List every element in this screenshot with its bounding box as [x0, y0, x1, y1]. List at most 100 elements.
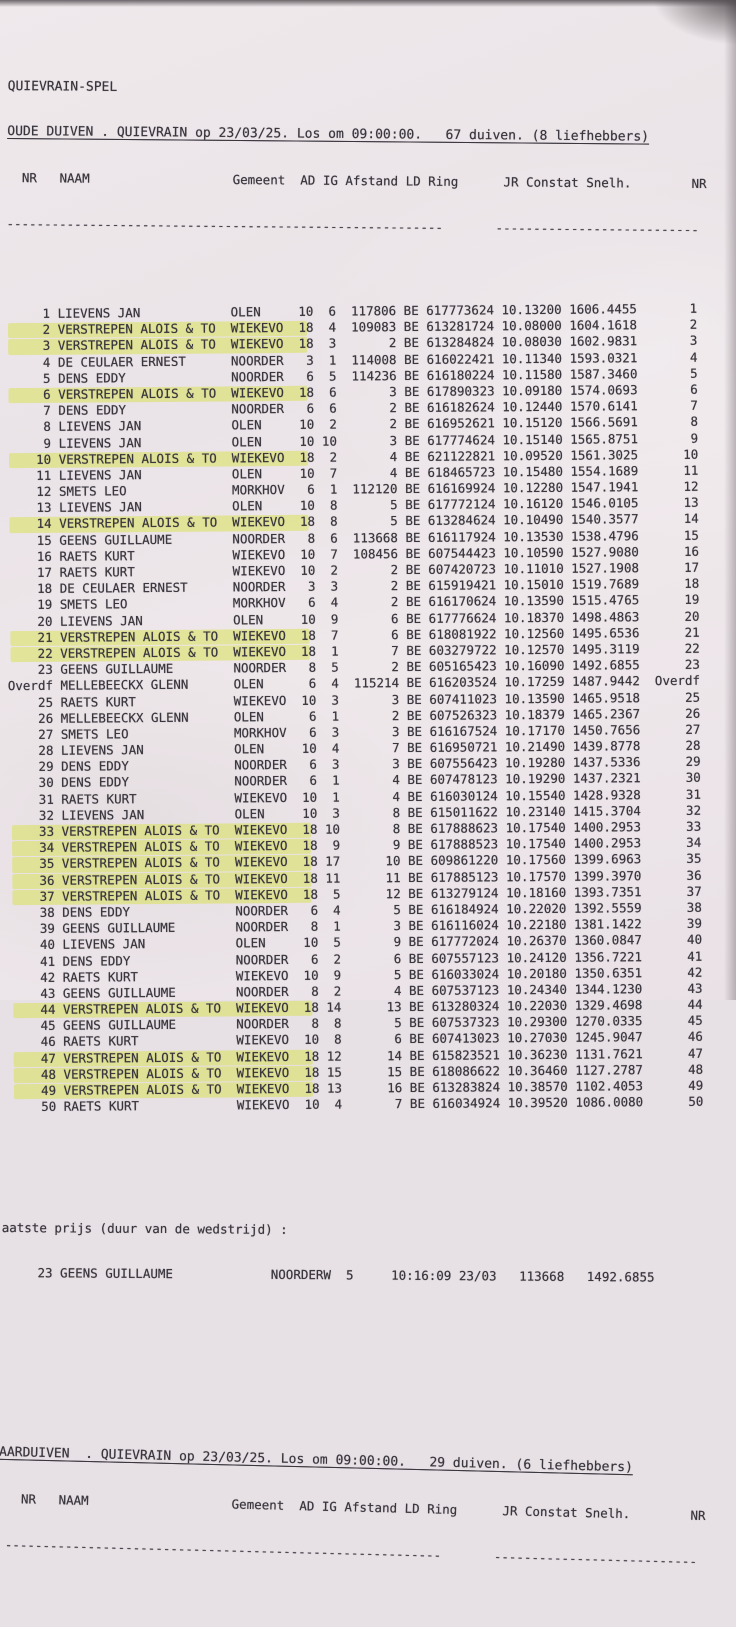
cell-fancier-name: RAETS KURT — [59, 564, 135, 580]
col-nr-right: NR — [691, 175, 707, 192]
cell-fancier-name: GEENS GUILLAUME — [62, 984, 176, 1001]
cell-clocking-time: 10.24120 — [506, 949, 567, 965]
cell-ig: 6 — [328, 384, 337, 400]
cell-speed: 1393.7351 — [573, 883, 642, 900]
cell-ad: 18 — [298, 319, 314, 336]
cell-speed: 1127.2787 — [575, 1061, 643, 1078]
cell-ad: 18 — [298, 384, 315, 400]
cell-distance-ld: 9 — [392, 837, 401, 853]
cell-ad: 6 — [308, 595, 316, 611]
cell-fancier-name: VERSTREPEN ALOIS & TO — [63, 1065, 222, 1082]
cell-ring-number: BE 617772024 — [408, 933, 499, 950]
cell-distance-ld: 3 — [393, 918, 402, 934]
cell-position-right: 1 — [689, 300, 698, 316]
cell-ad: 6 — [309, 724, 317, 740]
cell-municipality: WIEKEVO — [230, 336, 284, 352]
cell-position-right: 35 — [686, 851, 702, 867]
cell-clocking-time: 10.16090 — [504, 657, 565, 674]
cell-fancier-name: VERSTREPEN ALOIS & TO — [57, 336, 216, 354]
cell-ig: 1 — [333, 918, 341, 934]
cell-position-right: Overdf — [654, 673, 701, 689]
cell-clocking-time: 10.22030 — [506, 997, 568, 1014]
cell-clocking-time: 10.36460 — [507, 1062, 568, 1079]
cell-fancier-name: MELLEBEECKX GLENN — [60, 677, 189, 694]
cell-ig: 4 — [330, 594, 339, 610]
cell-clocking-time: 10.13530 — [503, 528, 564, 544]
cell-position-right: 42 — [687, 964, 703, 980]
column-header-row: NR NAAM Gemeent AD IG Afstand LD Ring JR… — [7, 170, 735, 192]
cell-position-right: 10 — [683, 446, 699, 462]
cell-municipality: NOORDER — [232, 530, 286, 547]
cell-ig: 2 — [333, 951, 342, 967]
cell-position: 46 — [40, 1034, 56, 1050]
cell-ring-number: BE 615011622 — [407, 804, 498, 820]
cell-clocking-time: 10.36230 — [507, 1046, 568, 1062]
race-header-yearlings: AARDUIVEN . QUIEVRAIN op 23/03/25. Los o… — [0, 1445, 634, 1476]
cell-distance-ld: 9 — [393, 934, 402, 950]
cell-municipality: WIEKEVO — [233, 692, 287, 708]
cell-municipality: WIEKEVO — [235, 967, 289, 984]
cell-position-right: 26 — [685, 705, 701, 721]
cell-position: 5 — [42, 370, 51, 386]
col-afstand: Afstand — [345, 172, 399, 189]
cell-distance-ld: 2 — [390, 594, 399, 610]
cell-position: 2 — [42, 322, 51, 338]
cell-ig: 14 — [326, 999, 342, 1015]
cell-ad: 18 — [300, 643, 317, 659]
cell-municipality: NOORDERW — [270, 1267, 332, 1283]
cell-speed: 1492.6855 — [571, 657, 640, 673]
cell-distance-ld: 2 — [389, 400, 397, 416]
cell-ig: 2 — [329, 416, 337, 432]
cell-ig: 17 — [325, 853, 341, 870]
cell-position-right: 44 — [687, 996, 703, 1012]
col-naam: NAAM — [59, 170, 90, 186]
cell-fancier-name: VERSTREPEN ALOIS & TO — [57, 320, 216, 337]
cell-position-right: 12 — [683, 478, 699, 494]
cell-distance-ld: 2 — [389, 416, 398, 432]
cell-position: 21 — [37, 629, 53, 645]
cell-ring-number: BE 607411023 — [406, 690, 498, 707]
cell-distance-ld: 3 — [391, 691, 400, 707]
cell-clocking-time: 10.12570 — [504, 641, 565, 658]
cell-clocking-time: 10.08000 — [501, 317, 562, 334]
cell-fancier-name: LIEVENS JAN — [58, 466, 142, 483]
section-yearlings-header: AARDUIVEN . QUIEVRAIN op 23/03/25. Los o… — [0, 1415, 736, 1600]
cell-municipality: WIEKEVO — [233, 627, 286, 644]
cell-speed: 1415.3704 — [573, 803, 641, 819]
cell-clocking-time: 10.18379 — [504, 706, 565, 722]
cell-speed: 1400.2953 — [573, 819, 642, 835]
cell-ring-number: BE 616203524 — [406, 674, 497, 691]
cell-speed: 1450.7656 — [572, 722, 641, 738]
cell-municipality: OLEN — [231, 417, 262, 433]
cell-speed: 1437.2321 — [572, 770, 641, 787]
cell-ig: 3 — [331, 692, 340, 708]
cell-position-right: 46 — [687, 1029, 703, 1045]
cell-ad: 18 — [298, 336, 314, 352]
cell-clocking-time: 10.09180 — [502, 382, 563, 399]
cell-ig: 8 — [334, 1031, 342, 1048]
cell-municipality: WIEKEVO — [234, 838, 288, 854]
cell-ad: 6 — [310, 951, 319, 967]
cell-speed: 1350.6351 — [574, 964, 643, 981]
cell-clocking-time: 10.11580 — [501, 366, 563, 383]
cell-distance-ld: 117806 — [350, 303, 397, 319]
cell-clocking-time: 10.17259 — [504, 674, 565, 690]
cell-municipality: WIEKEVO — [234, 854, 288, 870]
cell-ad: 10 — [299, 433, 315, 449]
cell-distance-ld: 5 — [393, 966, 402, 982]
col-snelh: Snelh. — [584, 1505, 631, 1522]
cell-ad: 18 — [304, 1080, 320, 1096]
closing-block: aatste prijs (duur van de wedstrijd) : 2… — [2, 1190, 736, 1316]
cell-position: 48 — [40, 1066, 57, 1082]
cell-ring-number: BE 617774624 — [404, 431, 496, 448]
cell-fancier-name: GEENS GUILLAUME — [59, 531, 173, 548]
cell-clocking-time: 10.20180 — [506, 965, 567, 981]
cell-position: 50 — [41, 1098, 57, 1115]
cell-position-right: 3 — [689, 333, 698, 349]
cell-ig: 4 — [334, 1096, 343, 1112]
cell-position-right: 18 — [684, 575, 700, 592]
cell-municipality: OLEN — [231, 466, 263, 482]
col-nr: NR — [20, 1491, 37, 1508]
cell-ring-number: BE 607557123 — [408, 949, 500, 966]
cell-ad: 18 — [299, 514, 316, 530]
